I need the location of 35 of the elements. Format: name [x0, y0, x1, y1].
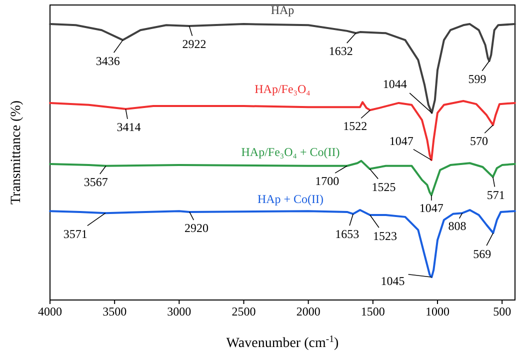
annotation: 2920 — [184, 220, 208, 235]
annotation: 808 — [448, 219, 466, 234]
x-tick-label: 2500 — [232, 304, 256, 319]
x-tick-label: 500 — [493, 304, 512, 319]
annotation: 3436 — [96, 54, 120, 68]
series-label: HAp/Fe₃O₄ + Co(II) — [241, 144, 340, 159]
annotation: 1522 — [343, 119, 368, 134]
x-tick-label: 1500 — [360, 304, 385, 319]
annotation: 1700 — [315, 174, 340, 188]
x-tick-label: 1000 — [426, 304, 450, 319]
annotation: 569 — [473, 246, 492, 261]
annotation: 571 — [486, 188, 505, 202]
annotation: 2922 — [182, 36, 206, 51]
annotation: 1632 — [328, 44, 353, 58]
x-tick-label: 4000 — [38, 304, 62, 319]
annotation: 1653 — [335, 226, 360, 241]
annotation: 1047 — [419, 201, 444, 216]
annotation: 1045 — [380, 274, 405, 288]
annotation: 3571 — [63, 227, 88, 242]
annotation: 1047 — [389, 134, 414, 148]
x-tick-label: 2000 — [296, 304, 320, 319]
annotation: 570 — [470, 134, 488, 148]
annotation: 3414 — [116, 120, 141, 134]
x-tick-label: 3000 — [167, 304, 192, 319]
annotation: 599 — [468, 72, 486, 86]
annotation: 3567 — [84, 174, 108, 189]
annotation: 1044 — [382, 76, 407, 91]
series-label: HAp + Co(II) — [257, 192, 324, 206]
annotation: 1523 — [372, 229, 397, 244]
annotation: 1525 — [372, 180, 396, 194]
series-label: HAp/Fe₃O₄ — [254, 82, 310, 96]
series-label: HAp — [270, 3, 294, 18]
x-tick-label: 3500 — [102, 304, 127, 319]
x-axis-title: Wavenumber (cm$^{-1}$) — [226, 334, 340, 351]
y-axis-title: Transmittance (%) — [9, 100, 24, 205]
